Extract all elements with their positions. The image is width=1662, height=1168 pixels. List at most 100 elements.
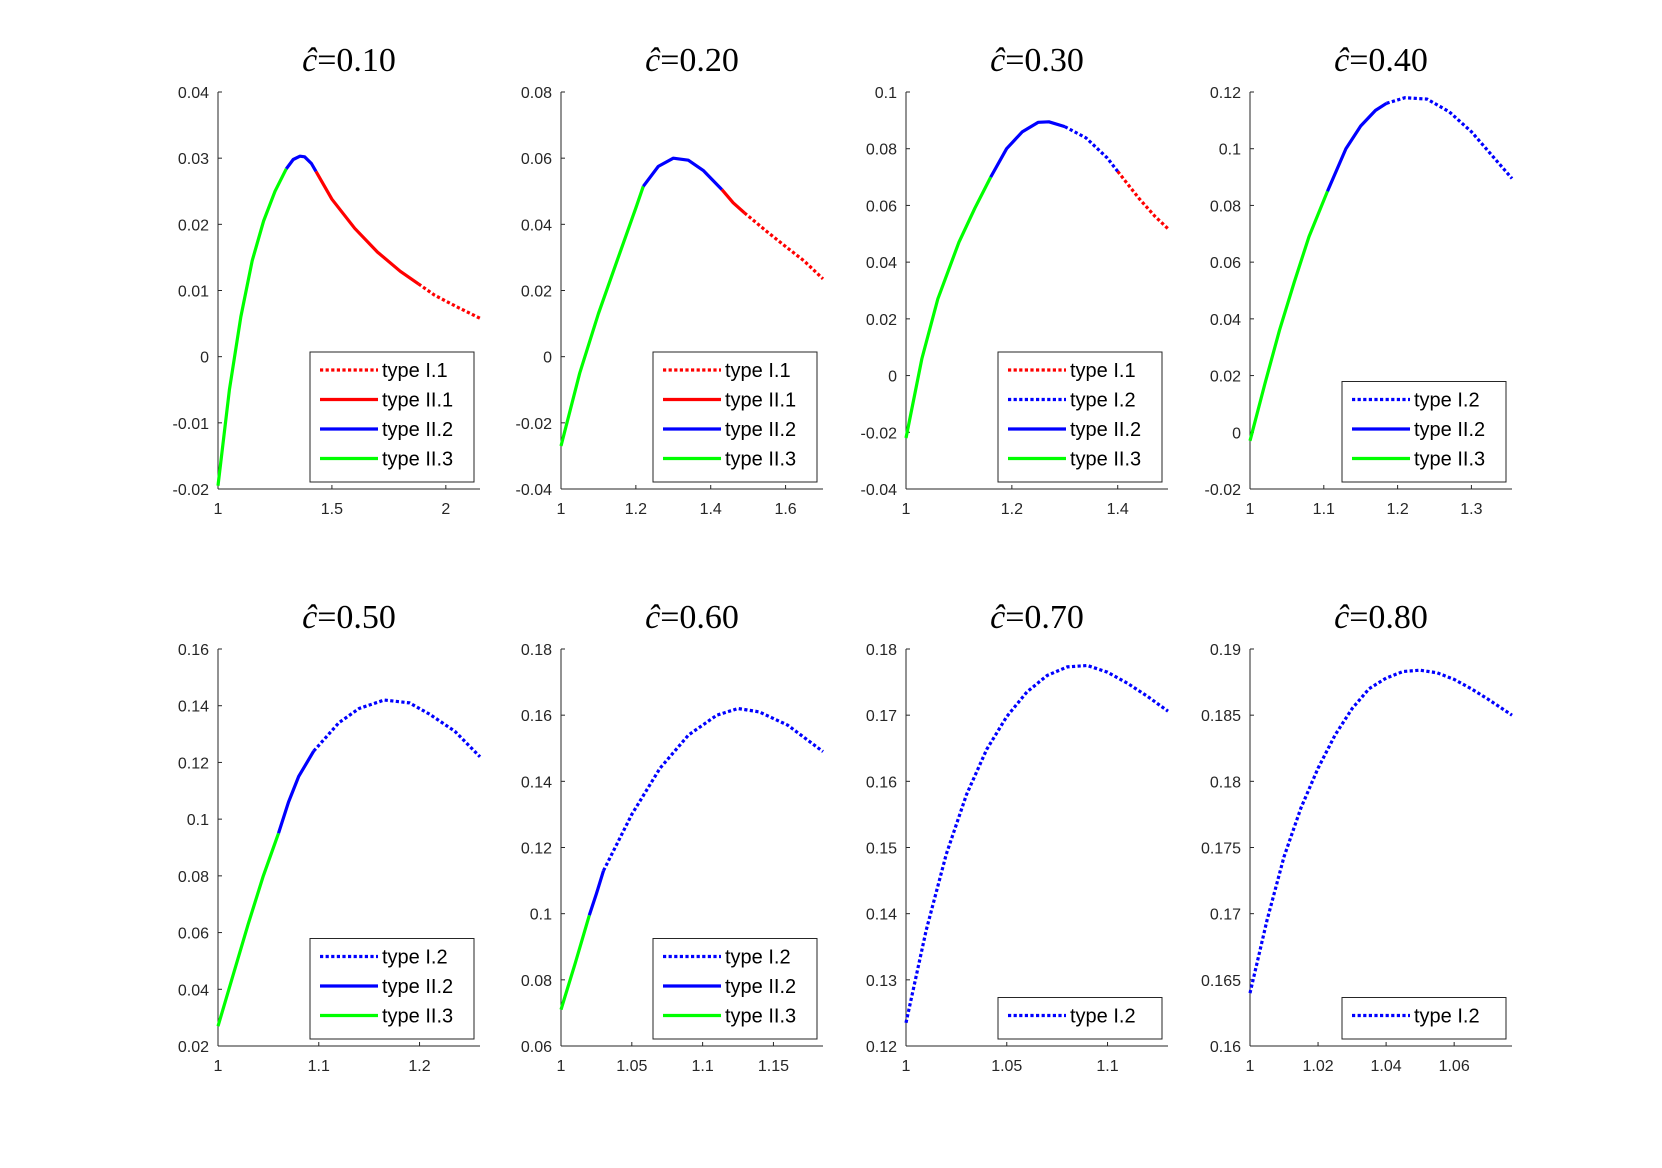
subplot-title: ĉ=0.20 [645,42,739,79]
y-tick-label: 0.19 [1210,642,1241,659]
y-tick-label: 0.06 [1210,255,1241,272]
y-tick-label: 0.185 [1201,708,1241,725]
series-type-ii-3 [1248,190,1329,442]
y-tick-label: 0.12 [178,755,209,772]
series-type-i-2 [312,698,482,758]
y-tick-label: 0.08 [178,869,209,886]
y-tick-label: 0.1 [530,907,552,924]
subplot-1: ĉ=0.10 1 1.5 2 -0.02 -0.01 0 0.01 0.02 0.03 0.04 ty… [173,42,481,518]
y-tick-label: 0.16 [178,642,209,659]
legend-label: type I.2 [725,947,791,969]
legend: type I.1 type I.2 type II.2 type II.3 [997,351,1163,483]
y-tick-label: 0.03 [178,151,209,168]
y-tick-label: 0.02 [1210,369,1241,386]
legend-label: type II.2 [382,419,453,441]
legend-label: type II.3 [725,449,796,471]
series-type-i-2 [1386,96,1514,180]
y-tick-label: 0.14 [178,699,209,716]
y-tick-label: 0.04 [521,217,552,234]
legend-label: type II.2 [725,419,796,441]
series-type-ii-2 [276,750,316,834]
series-type-ii-2 [642,156,724,191]
series-type-ii-3 [904,176,993,439]
x-tick-label: 1.2 [1386,501,1408,518]
y-tick-label: 0.165 [1201,973,1241,990]
y-tick-label: 0.175 [1201,841,1241,858]
series-type-ii-3 [216,832,281,1027]
x-tick-label: 1.05 [991,1058,1022,1075]
legend-label: type I.2 [1414,390,1480,412]
x-tick-label: 1.1 [1096,1058,1118,1075]
subplot-8: ĉ=0.80 1 1.02 1.04 1.06 0.16 0.165 0.17 0.175 0.1… [1201,599,1513,1075]
series-type-i-2 [904,663,1169,1024]
title-symbol: ĉ [645,42,661,79]
legend-label: type II.3 [1070,449,1141,471]
y-tick-label: 0.14 [521,774,552,791]
title-symbol: ĉ [990,599,1006,636]
title-value: =0.80 [1349,599,1428,636]
y-tick-label: 0.02 [866,312,897,329]
title-symbol: ĉ [1334,599,1350,636]
x-tick-label: 1.06 [1439,1058,1470,1075]
y-tick-label: -0.02 [173,482,210,499]
title-value: =0.20 [660,42,739,79]
y-tick-label: 0.02 [178,217,209,234]
legend-label: type I.2 [1414,1006,1480,1028]
y-tick-label: 0 [1232,425,1241,442]
y-tick-label: 0.1 [187,812,209,829]
subplot-title: ĉ=0.60 [645,599,739,636]
legend-label: type II.2 [1070,419,1141,441]
x-tick-label: 1.04 [1371,1058,1402,1075]
y-tick-label: 0.04 [1210,312,1241,329]
series-type-ii-3 [559,185,645,447]
x-tick-label: 1.02 [1302,1058,1333,1075]
legend-box [309,351,475,483]
legend-label: type I.2 [1070,1006,1136,1028]
y-tick-label: 0.08 [521,973,552,990]
legend: type I.1 type II.1 type II.2 type II.3 [309,351,475,483]
title-symbol: ĉ [302,42,318,79]
legend-label: type II.3 [1414,449,1485,471]
y-tick-label: 0.12 [866,1039,897,1056]
subplot-2: ĉ=0.20 1 1.2 1.4 1.6 -0.04 -0.02 0 0.02 0.04 0.06 0… [516,42,825,518]
subplot-6: ĉ=0.60 1 1.05 1.1 1.15 0.06 0.08 0.1 0.12 0.14 0.1… [521,599,824,1075]
y-tick-label: 0.04 [866,255,897,272]
y-tick-label: 0.06 [178,926,209,943]
y-tick-label: -0.04 [516,482,553,499]
title-value: =0.70 [1005,599,1084,636]
legend: type I.2 type II.2 type II.3 [1341,381,1507,483]
x-tick-label: 1 [557,501,566,518]
subplot-title: ĉ=0.10 [302,42,396,79]
subplot-title: ĉ=0.80 [1334,599,1428,636]
y-tick-label: 0.16 [866,774,897,791]
series-type-ii-2 [587,870,606,916]
legend-label: type II.1 [382,390,453,412]
y-tick-label: 0.06 [521,1039,552,1056]
y-tick-label: 0.12 [521,841,552,858]
x-tick-label: 1 [902,501,911,518]
y-tick-label: 0.17 [866,708,897,725]
series-type-ii-1 [314,170,420,286]
y-tick-label: 0 [543,350,552,367]
y-tick-label: 0.06 [521,151,552,168]
y-tick-label: 0.06 [866,198,897,215]
series-type-i-2 [1248,668,1513,994]
legend-label: type I.1 [725,360,791,382]
legend: type I.2 [1341,997,1507,1040]
y-tick-label: 0.18 [1210,774,1241,791]
x-tick-label: 1 [1246,501,1255,518]
y-tick-label: 0 [200,350,209,367]
legend-box [997,351,1163,483]
x-tick-label: 1 [1246,1058,1255,1075]
title-symbol: ĉ [302,599,318,636]
x-tick-label: 1.1 [1313,501,1335,518]
series-type-i-1 [1116,170,1170,230]
series-type-ii-3 [216,168,288,486]
y-tick-label: 0.01 [178,284,209,301]
y-tick-label: 0.17 [1210,907,1241,924]
y-tick-label: -0.01 [173,416,210,433]
legend-box [652,351,818,483]
y-tick-label: 0.08 [1210,198,1241,215]
legend-label: type I.2 [1070,390,1136,412]
